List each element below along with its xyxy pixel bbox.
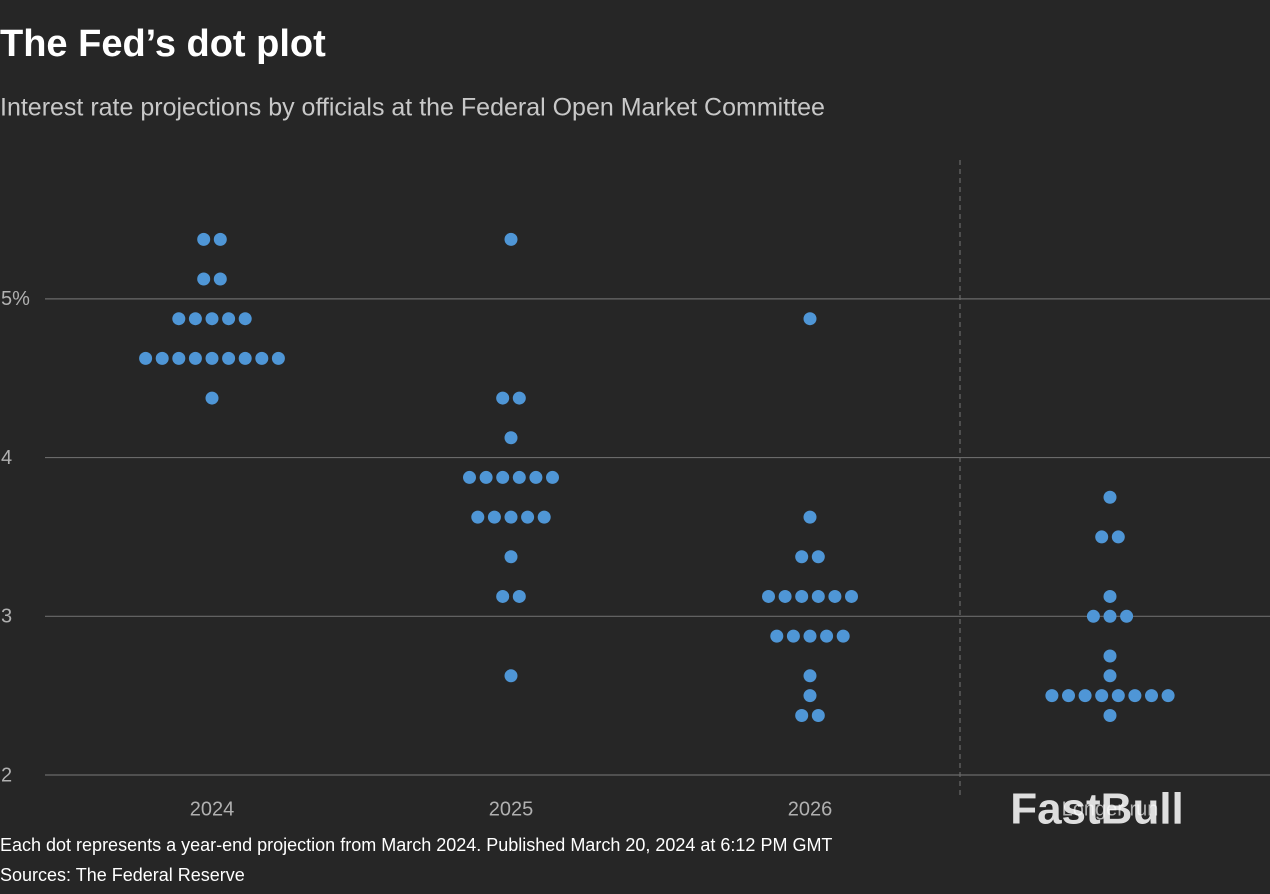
- dot: [1103, 490, 1117, 504]
- dot: [546, 470, 559, 484]
- dot: [786, 629, 800, 643]
- dot: [803, 629, 817, 643]
- dot: [811, 550, 825, 564]
- dot: [803, 669, 817, 683]
- dot: [504, 550, 518, 564]
- y-tick-label: 3: [1, 606, 12, 628]
- dot: [496, 391, 510, 405]
- dot: [1095, 689, 1109, 703]
- dot: [487, 510, 501, 524]
- chart-source: Sources: The Federal Reserve: [0, 865, 245, 885]
- dot: [188, 351, 202, 365]
- dot: [529, 470, 543, 484]
- y-tick-label: 5%: [1, 288, 30, 310]
- dot: [1120, 609, 1134, 623]
- dot: [222, 312, 236, 326]
- dot: [762, 589, 775, 603]
- dot: [1078, 689, 1092, 703]
- dot: [213, 272, 227, 286]
- dot: [1103, 649, 1117, 663]
- dot: [778, 589, 792, 603]
- dot: [197, 232, 211, 246]
- dot: [222, 351, 236, 365]
- dot: [479, 470, 493, 484]
- watermark: FastBull: [1010, 785, 1184, 834]
- dot: [504, 669, 518, 683]
- chart-subtitle: Interest rate projections by officials a…: [0, 94, 825, 122]
- dot: [471, 510, 485, 524]
- dot: [1128, 689, 1142, 703]
- dot: [811, 708, 825, 722]
- dot: [770, 629, 784, 643]
- dot: [1045, 689, 1059, 703]
- dot: [463, 470, 476, 484]
- dot: [512, 470, 526, 484]
- dot: [795, 589, 809, 603]
- y-tick-label: 4: [1, 447, 12, 469]
- dot: [1062, 689, 1075, 703]
- x-tick-label: 2026: [788, 798, 833, 820]
- dot: [205, 391, 219, 405]
- y-tick-label: 2: [1, 764, 12, 786]
- dot: [238, 312, 252, 326]
- dot: [803, 689, 817, 703]
- dot: [1103, 589, 1117, 603]
- dot: [828, 589, 842, 603]
- x-tick-label: 2024: [190, 798, 235, 820]
- dot: [521, 510, 535, 524]
- x-tick-label: 2025: [489, 798, 534, 820]
- dot: [803, 510, 817, 524]
- chart-title: The Fed’s dot plot: [0, 23, 326, 65]
- dot: [811, 589, 825, 603]
- dot: [795, 550, 809, 564]
- dot: [836, 629, 850, 643]
- dot: [496, 470, 510, 484]
- dot: [213, 232, 227, 246]
- dot: [795, 708, 809, 722]
- dot: [172, 351, 186, 365]
- dot: [1111, 530, 1125, 544]
- dot: [1103, 708, 1117, 722]
- dot: [238, 351, 252, 365]
- dot: [205, 312, 219, 326]
- dot: [172, 312, 186, 326]
- chart-note: Each dot represents a year-end projectio…: [0, 835, 832, 855]
- dot: [188, 312, 202, 326]
- dot: [1086, 609, 1100, 623]
- dot: [504, 431, 518, 445]
- dot: [1103, 609, 1117, 623]
- dot: [803, 312, 817, 326]
- dot: [537, 510, 551, 524]
- dot: [845, 589, 858, 603]
- dot: [197, 272, 211, 286]
- dot: [155, 351, 169, 365]
- dot: [504, 510, 518, 524]
- dot: [271, 351, 285, 365]
- dot: [820, 629, 834, 643]
- dot: [512, 391, 526, 405]
- dot: [255, 351, 269, 365]
- dot: [1095, 530, 1109, 544]
- dot: [1111, 689, 1125, 703]
- dot: [1145, 689, 1158, 703]
- dot: [496, 589, 510, 603]
- x-tick-label: Longer run: [1062, 798, 1159, 820]
- dot: [504, 232, 518, 246]
- dot: [1103, 669, 1117, 683]
- dot: [205, 351, 219, 365]
- dot: [1161, 689, 1175, 703]
- dot: [139, 351, 153, 365]
- dot: [512, 589, 526, 603]
